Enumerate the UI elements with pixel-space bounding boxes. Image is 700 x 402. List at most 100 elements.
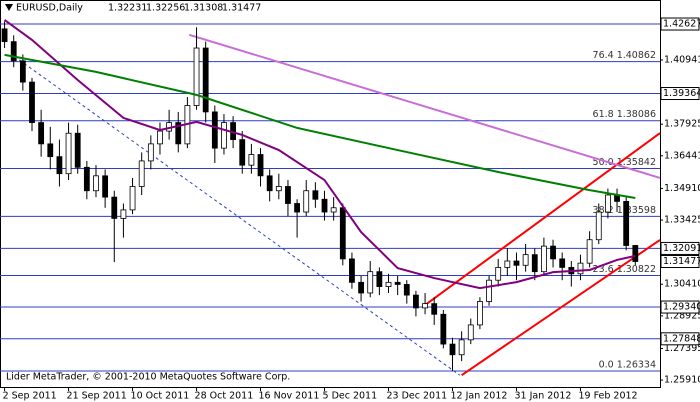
moving-average bbox=[4, 53, 636, 199]
price-box bbox=[660, 87, 700, 101]
header-high: 1.32256 bbox=[146, 3, 185, 14]
x-tick-label: 23 Dec 2011 bbox=[387, 391, 448, 402]
price-box bbox=[660, 241, 700, 255]
y-tick-label: 1.34910 bbox=[664, 183, 700, 194]
candle-body bbox=[458, 339, 465, 356]
candle-body bbox=[29, 81, 35, 123]
x-tick-label: 5 Dec 2011 bbox=[323, 391, 378, 402]
candle-body bbox=[312, 190, 319, 200]
candle-body bbox=[102, 175, 109, 198]
x-tick-label: 28 Oct 2011 bbox=[195, 391, 254, 402]
candle-body bbox=[111, 196, 118, 219]
candle-body bbox=[623, 200, 630, 246]
trendline bbox=[188, 33, 661, 179]
price-box bbox=[660, 300, 700, 314]
chart-title: EURUSD,Daily bbox=[16, 3, 83, 14]
candle-body bbox=[349, 258, 355, 283]
y-tick-label: 1.37925 bbox=[664, 119, 700, 130]
candle-body bbox=[1, 28, 8, 43]
candle-body bbox=[339, 207, 346, 260]
candle-body bbox=[330, 207, 337, 213]
level-label: 1.39364 bbox=[663, 88, 700, 99]
candle-body bbox=[486, 279, 492, 302]
candle-body bbox=[193, 47, 200, 106]
candle-body bbox=[632, 245, 639, 262]
symbol-icon bbox=[5, 4, 13, 11]
candle-body bbox=[394, 281, 401, 285]
candle-body bbox=[531, 254, 538, 273]
price-box bbox=[660, 17, 700, 31]
candle-body bbox=[56, 156, 63, 175]
candle-body bbox=[120, 209, 127, 219]
candle-body bbox=[440, 313, 447, 345]
candle-body bbox=[467, 324, 474, 341]
candle-body bbox=[449, 343, 456, 356]
candle-body bbox=[422, 303, 428, 309]
fib-label: 0.0 1.26334 bbox=[599, 360, 656, 371]
x-tick-label: 16 Nov 2011 bbox=[259, 391, 320, 402]
candle-body bbox=[577, 262, 584, 275]
candle-body bbox=[10, 41, 17, 62]
y-tick-label: 1.27395 bbox=[664, 343, 700, 354]
candle-body bbox=[522, 254, 529, 266]
header-low: 1.31308 bbox=[184, 3, 223, 14]
level-label: 1.32091 bbox=[663, 243, 700, 254]
candle-body bbox=[586, 239, 593, 264]
candle-body bbox=[559, 258, 566, 268]
level-label: 1.29340 bbox=[663, 302, 700, 313]
x-tick-label: 19 Feb 2012 bbox=[578, 391, 637, 402]
candle-body bbox=[376, 271, 383, 287]
candle-body bbox=[83, 166, 90, 192]
y-tick-label: 1.36441 bbox=[664, 150, 700, 161]
candle-body bbox=[239, 139, 246, 166]
level-label: 1.42627 bbox=[663, 19, 700, 30]
x-tick-label: 31 Jan 2012 bbox=[514, 391, 571, 402]
trendline bbox=[461, 239, 661, 377]
candle-body bbox=[19, 60, 26, 83]
price-box bbox=[660, 255, 700, 269]
candle-body bbox=[541, 245, 547, 273]
candle-body bbox=[211, 111, 218, 149]
candle-body bbox=[595, 211, 602, 241]
moving-average bbox=[3, 19, 636, 290]
candle-body bbox=[129, 186, 136, 211]
x-tick-label: 10 Oct 2011 bbox=[131, 391, 190, 402]
candle-body bbox=[431, 303, 438, 315]
candle-body bbox=[257, 154, 264, 177]
candle-body bbox=[202, 47, 209, 113]
trendline bbox=[18, 59, 461, 376]
header-close: 1.31477 bbox=[222, 3, 261, 14]
candle-body bbox=[248, 154, 255, 166]
candle-body bbox=[74, 132, 81, 168]
candle-body bbox=[477, 301, 483, 326]
candle-body bbox=[147, 143, 154, 162]
y-tick-label: 1.28925 bbox=[664, 310, 700, 321]
x-tick-label: 21 Sep 2011 bbox=[67, 391, 127, 402]
fib-label: 50.0 1.35842 bbox=[593, 157, 656, 168]
candle-body bbox=[175, 122, 182, 145]
candle-body bbox=[266, 175, 273, 192]
y-tick-label: 1.30410 bbox=[664, 279, 700, 290]
footer: Lider MetaTrader, © 2001-2010 MetaQuotes… bbox=[6, 372, 290, 383]
trendlines bbox=[18, 33, 661, 377]
candle-body bbox=[157, 130, 163, 145]
y-tick-label: 1.33425 bbox=[664, 215, 700, 226]
fib-label: 61.8 1.38086 bbox=[593, 109, 656, 120]
candle-body bbox=[93, 175, 99, 192]
candle-body bbox=[385, 281, 392, 287]
price-box bbox=[660, 332, 700, 346]
candle-body bbox=[604, 194, 611, 213]
current-price-label: 1.31477 bbox=[663, 256, 700, 267]
level-label: 1.27848 bbox=[663, 333, 700, 344]
candle-body bbox=[358, 281, 364, 294]
candle-body bbox=[294, 203, 300, 213]
fib-label: 23.6 1.30822 bbox=[593, 264, 656, 275]
candle-body bbox=[275, 186, 282, 192]
candle-body bbox=[504, 260, 511, 268]
candle-body bbox=[321, 198, 328, 213]
candle-body bbox=[38, 122, 45, 145]
y-tick-label: 1.40941 bbox=[664, 54, 700, 65]
fib-label: 76.4 1.40862 bbox=[593, 50, 656, 61]
x-tick-label: 2 Sep 2011 bbox=[3, 391, 57, 402]
